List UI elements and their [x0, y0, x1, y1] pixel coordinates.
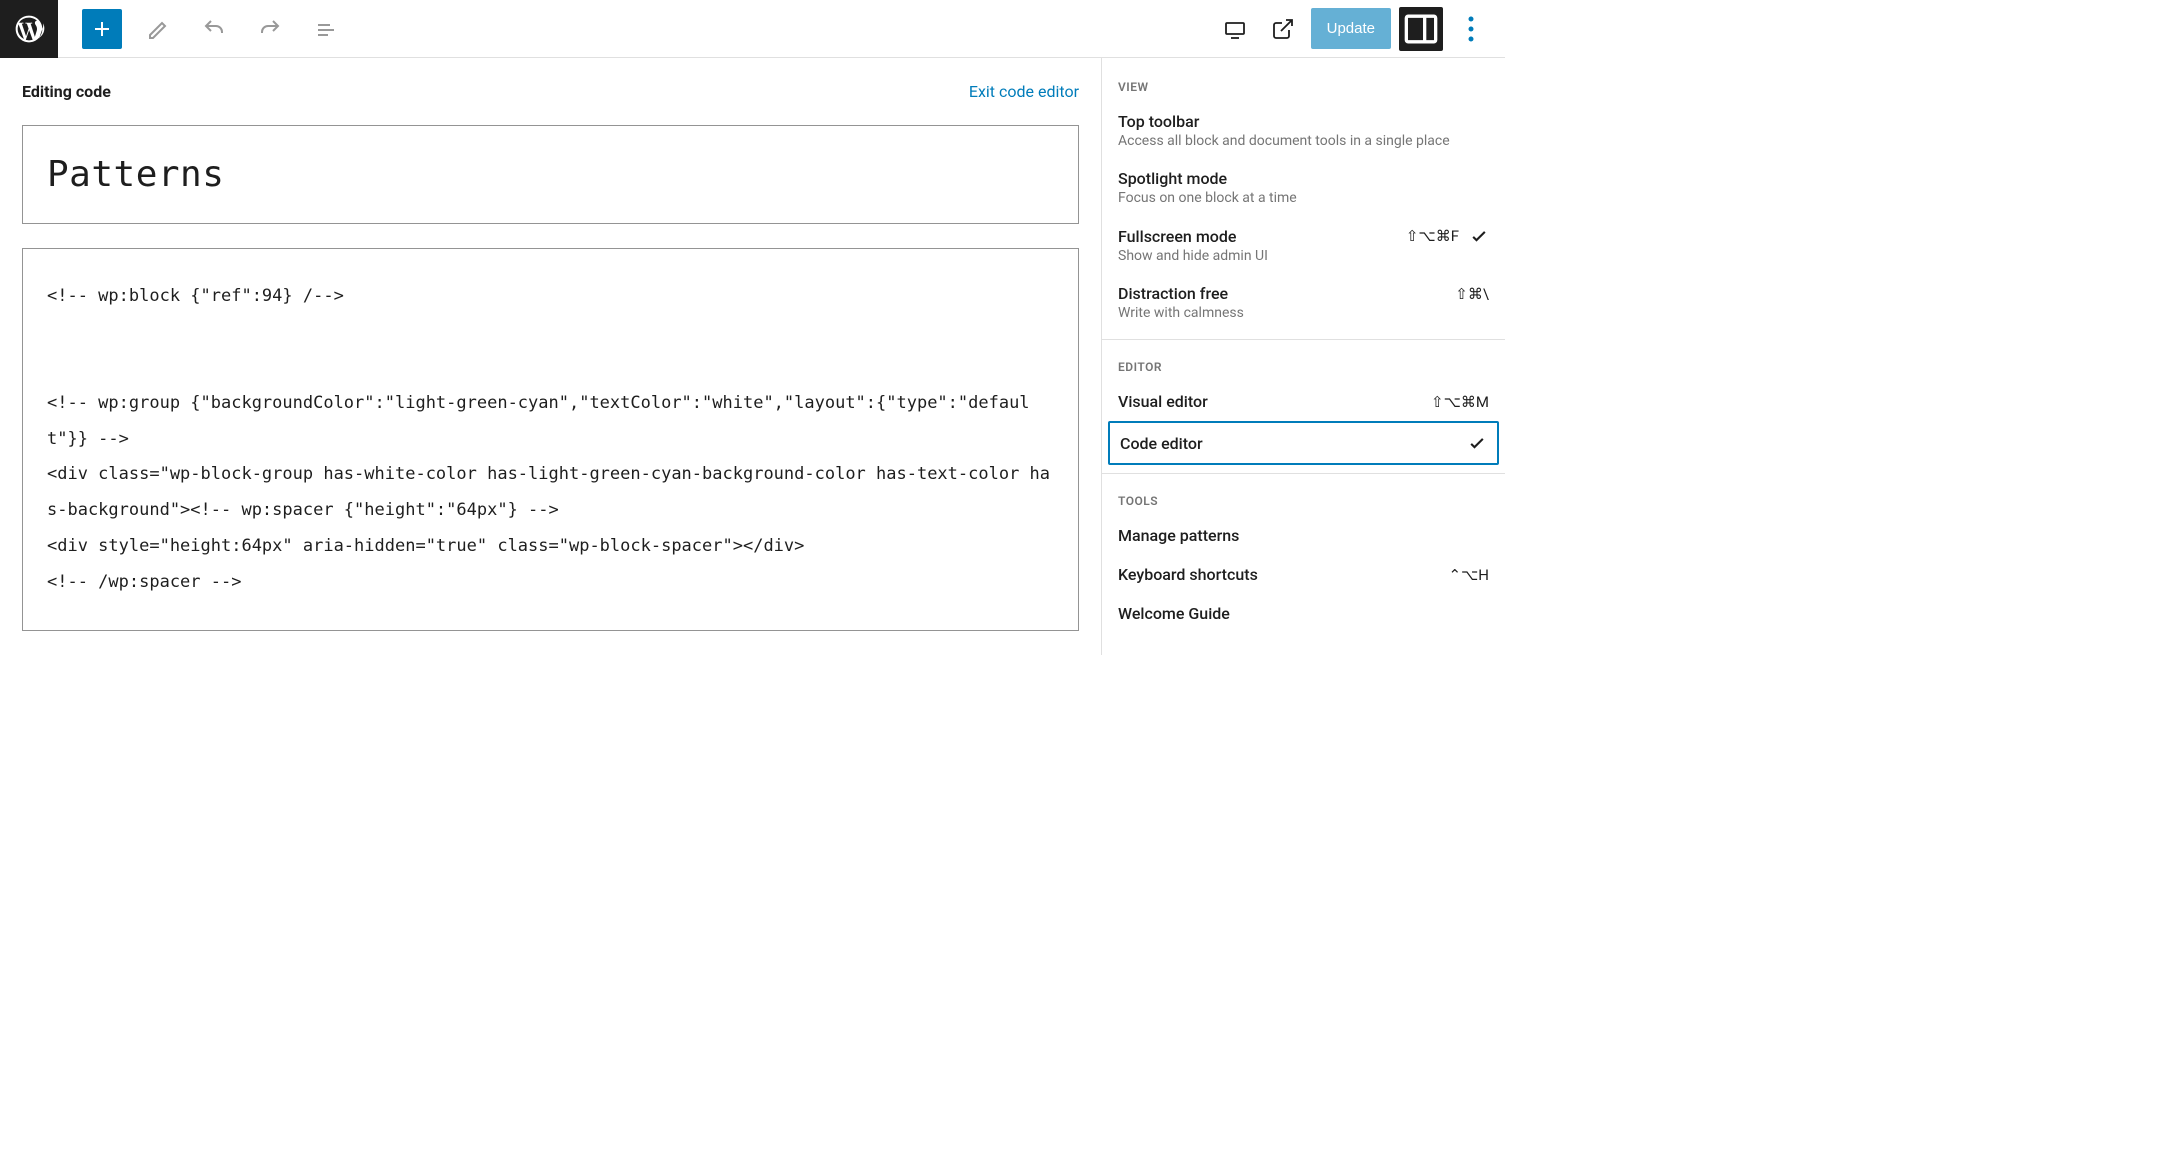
redo-icon	[258, 17, 282, 41]
section-view-label: VIEW	[1102, 68, 1505, 102]
more-vertical-icon	[1451, 9, 1491, 49]
section-editor-label: EDITOR	[1102, 348, 1505, 382]
menu-item-desc: Access all block and document tools in a…	[1118, 133, 1489, 149]
check-icon	[1469, 226, 1489, 246]
edit-icon	[146, 17, 170, 41]
title-input[interactable]: Patterns	[22, 125, 1079, 224]
menu-item-title: Spotlight mode	[1118, 169, 1227, 188]
menu-distraction-free[interactable]: Distraction free ⇧⌘\ Write with calmness	[1102, 274, 1505, 331]
editor-header: Editing code Exit code editor	[22, 82, 1079, 101]
options-menu: VIEW Top toolbar Access all block and do…	[1101, 58, 1505, 655]
options-button[interactable]	[1451, 7, 1491, 51]
wordpress-icon	[13, 13, 45, 45]
menu-welcome-guide[interactable]: Welcome Guide	[1102, 594, 1505, 633]
section-tools-label: TOOLS	[1102, 482, 1505, 516]
menu-visual-editor[interactable]: Visual editor ⇧⌥⌘M	[1102, 382, 1505, 421]
settings-button[interactable]	[1399, 7, 1443, 51]
shortcut-label: ⌃⌥H	[1448, 566, 1489, 584]
desktop-icon	[1223, 17, 1247, 41]
menu-spotlight[interactable]: Spotlight mode Focus on one block at a t…	[1102, 159, 1505, 216]
editing-mode-label: Editing code	[22, 82, 111, 101]
redo-button[interactable]	[250, 9, 290, 49]
toolbar-right: Update	[1215, 7, 1491, 51]
menu-item-title: Top toolbar	[1118, 112, 1199, 131]
menu-item-title: Code editor	[1120, 434, 1203, 453]
menu-item-desc: Show and hide admin UI	[1118, 248, 1489, 264]
editor-area: Editing code Exit code editor Patterns <…	[0, 58, 1101, 655]
undo-icon	[202, 17, 226, 41]
menu-fullscreen[interactable]: Fullscreen mode ⇧⌥⌘F Show and hide admin…	[1102, 216, 1505, 274]
tools-button[interactable]	[138, 9, 178, 49]
menu-item-title: Distraction free	[1118, 284, 1228, 303]
plus-icon	[90, 17, 114, 41]
menu-top-toolbar[interactable]: Top toolbar Access all block and documen…	[1102, 102, 1505, 159]
toolbar-left	[58, 9, 346, 49]
view-button[interactable]	[1215, 9, 1255, 49]
sidebar-icon	[1399, 7, 1443, 51]
page-title: Patterns	[47, 154, 1054, 195]
update-button[interactable]: Update	[1311, 8, 1391, 49]
wordpress-logo-button[interactable]	[0, 0, 58, 58]
document-overview-button[interactable]	[306, 9, 346, 49]
menu-item-title: Manage patterns	[1118, 526, 1239, 545]
add-block-button[interactable]	[82, 9, 122, 49]
list-icon	[314, 17, 338, 41]
shortcut-label: ⇧⌥⌘M	[1431, 393, 1489, 411]
main-content: Editing code Exit code editor Patterns <…	[0, 58, 1505, 655]
menu-item-title: Fullscreen mode	[1118, 227, 1236, 246]
shortcut-label: ⇧⌥⌘F	[1406, 227, 1459, 245]
menu-code-editor[interactable]: Code editor	[1108, 421, 1499, 465]
menu-manage-patterns[interactable]: Manage patterns	[1102, 516, 1505, 555]
divider	[1102, 339, 1505, 340]
preview-button[interactable]	[1263, 9, 1303, 49]
menu-item-title: Keyboard shortcuts	[1118, 565, 1258, 584]
undo-button[interactable]	[194, 9, 234, 49]
menu-keyboard-shortcuts[interactable]: Keyboard shortcuts ⌃⌥H	[1102, 555, 1505, 594]
external-link-icon	[1271, 17, 1295, 41]
exit-code-editor-link[interactable]: Exit code editor	[969, 82, 1079, 101]
menu-item-title: Welcome Guide	[1118, 604, 1230, 623]
menu-item-desc: Focus on one block at a time	[1118, 190, 1489, 206]
check-icon	[1467, 433, 1487, 453]
shortcut-label: ⇧⌘\	[1455, 285, 1489, 303]
code-textarea[interactable]: <!-- wp:block {"ref":94} /--> <!-- wp:gr…	[22, 248, 1079, 631]
divider	[1102, 473, 1505, 474]
menu-item-desc: Write with calmness	[1118, 305, 1489, 321]
menu-item-title: Visual editor	[1118, 392, 1208, 411]
top-toolbar: Update	[0, 0, 1505, 58]
